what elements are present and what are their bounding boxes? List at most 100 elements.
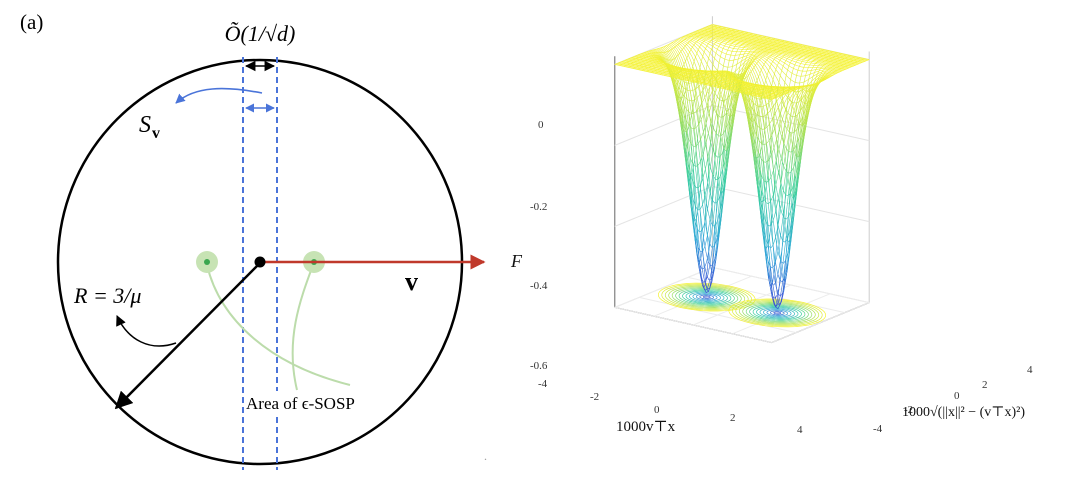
mesh-line-y bbox=[688, 139, 692, 145]
contour-line bbox=[728, 298, 826, 328]
mesh-line-y bbox=[751, 63, 755, 68]
mesh-line-y bbox=[706, 112, 710, 120]
mesh-line-y bbox=[750, 106, 754, 122]
mesh-line-y bbox=[766, 53, 769, 56]
mesh-line-y bbox=[675, 42, 678, 45]
set-label-sub: v bbox=[152, 125, 160, 142]
mesh-line-y bbox=[788, 77, 791, 80]
mesh-line-y bbox=[801, 81, 805, 83]
mesh-line-y bbox=[764, 219, 768, 225]
mesh-line-y bbox=[706, 54, 709, 59]
mesh-line-y bbox=[763, 64, 767, 68]
mesh-line-y bbox=[766, 36, 769, 38]
mesh-line-y bbox=[789, 144, 793, 161]
mesh-line-y bbox=[794, 174, 798, 196]
mesh-line-y bbox=[781, 101, 785, 107]
contour-line bbox=[675, 287, 739, 307]
grid-floor-y bbox=[712, 266, 870, 304]
mesh-line-y bbox=[711, 49, 714, 52]
mesh-line-y bbox=[793, 134, 797, 151]
mesh-line-y bbox=[698, 83, 702, 87]
mesh-line-y bbox=[773, 196, 777, 213]
mesh-line-y bbox=[766, 146, 770, 164]
mesh-line-y bbox=[711, 269, 715, 282]
mesh-line-y bbox=[797, 43, 800, 45]
mesh-line-y bbox=[792, 154, 796, 173]
mesh-line-y bbox=[766, 75, 770, 81]
mesh-line-y bbox=[698, 49, 701, 54]
mesh-line-y bbox=[691, 86, 695, 99]
mesh-line-y bbox=[774, 55, 778, 57]
mesh-line-y bbox=[707, 191, 711, 206]
contour-line bbox=[664, 284, 749, 310]
mesh-line-y bbox=[804, 103, 808, 114]
mesh-line-y bbox=[799, 66, 802, 68]
mesh-line-y bbox=[714, 96, 718, 105]
mesh-line-y bbox=[719, 50, 722, 53]
mesh-line-y bbox=[698, 56, 702, 62]
mesh-line-y bbox=[807, 87, 810, 92]
mesh-line-y bbox=[686, 57, 690, 65]
mesh-line-y bbox=[780, 55, 783, 58]
mesh-line-y bbox=[728, 90, 732, 101]
mesh-line-y bbox=[754, 119, 758, 137]
mesh-line-y bbox=[784, 168, 788, 173]
mesh-line-y bbox=[797, 65, 800, 67]
mesh-line-y bbox=[688, 46, 692, 50]
mesh-line-y bbox=[663, 58, 667, 63]
mesh-line-y bbox=[703, 51, 707, 56]
mesh-line-y bbox=[745, 70, 749, 76]
mesh-line-y bbox=[705, 39, 708, 42]
mesh-line-y bbox=[698, 183, 702, 188]
mesh-line-y bbox=[713, 129, 717, 135]
mesh-line-y bbox=[808, 90, 812, 97]
mesh-line-y bbox=[798, 58, 802, 60]
mesh-line-y bbox=[699, 230, 702, 233]
mesh-line-y bbox=[779, 156, 782, 169]
mesh-line-y bbox=[675, 39, 679, 42]
mesh-line-y bbox=[807, 60, 811, 62]
mesh-line-y bbox=[715, 67, 718, 71]
mesh-line-y bbox=[807, 85, 811, 88]
mesh-line-y bbox=[764, 58, 767, 61]
mesh-line-y bbox=[712, 64, 716, 68]
mesh-line-y bbox=[757, 157, 761, 180]
mesh-line-y bbox=[764, 180, 767, 183]
mesh-line-y bbox=[748, 95, 752, 108]
mesh-line-y bbox=[678, 38, 682, 40]
mesh-line-y bbox=[754, 74, 758, 81]
mesh-line-y bbox=[676, 41, 680, 44]
mesh-line-y bbox=[778, 82, 782, 87]
mesh-line-y bbox=[770, 37, 773, 39]
mesh-line-y bbox=[680, 60, 683, 68]
mesh-line-y bbox=[789, 232, 793, 253]
mesh-line-y bbox=[711, 55, 715, 59]
mesh-line-y bbox=[696, 111, 700, 127]
grid-floor-y bbox=[687, 276, 845, 314]
mesh-line-y bbox=[738, 61, 742, 64]
mesh-line-y bbox=[768, 268, 772, 287]
mesh-line-y bbox=[768, 246, 772, 249]
mesh-line-y bbox=[684, 53, 688, 59]
mesh-line-y bbox=[776, 56, 780, 58]
mesh-line-y bbox=[764, 53, 767, 55]
mesh-line-y bbox=[669, 46, 673, 50]
mesh-line-y bbox=[708, 161, 712, 176]
mesh-line-y bbox=[778, 57, 782, 59]
mesh-line-y bbox=[705, 48, 709, 52]
mesh-line-y bbox=[715, 213, 719, 236]
contour-projection bbox=[658, 282, 826, 328]
mesh-line-y bbox=[661, 54, 665, 59]
mesh-line-y bbox=[697, 61, 701, 68]
mesh-line-y bbox=[708, 58, 712, 62]
mesh-line-y bbox=[676, 45, 679, 49]
mesh-line-y bbox=[824, 49, 827, 51]
mesh-line-y bbox=[725, 43, 729, 45]
mesh-line-y bbox=[770, 265, 773, 283]
mesh-line-y bbox=[625, 66, 629, 68]
mesh-line-y bbox=[695, 206, 699, 211]
mesh-line-y bbox=[811, 88, 815, 95]
mesh-line-y bbox=[780, 64, 784, 67]
mesh-line-y bbox=[738, 73, 742, 80]
mesh-line-y bbox=[775, 273, 779, 282]
